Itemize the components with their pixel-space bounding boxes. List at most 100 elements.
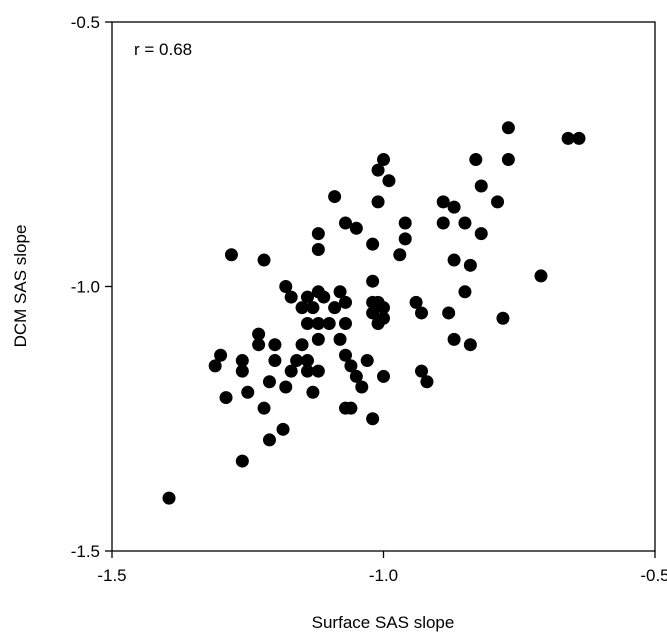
scatter-point (501, 121, 515, 135)
scatter-point (409, 295, 423, 309)
y-tick-label: -0.5 (71, 13, 100, 32)
scatter-point (496, 311, 510, 325)
data-points (162, 121, 586, 505)
scatter-point (311, 364, 325, 378)
scatter-point (295, 301, 309, 315)
correlation-annotation: r = 0.68 (134, 40, 192, 59)
scatter-point (366, 237, 380, 251)
scatter-point (322, 317, 336, 331)
x-tick-label: -1.5 (97, 566, 126, 585)
scatter-point (300, 317, 314, 331)
scatter-point (442, 306, 456, 320)
scatter-point (300, 364, 314, 378)
scatter-point (371, 163, 385, 177)
scatter-point (420, 375, 434, 389)
scatter-point (306, 301, 320, 315)
x-axis-label: Surface SAS slope (312, 613, 455, 632)
scatter-point (252, 327, 266, 341)
scatter-point (344, 401, 358, 415)
scatter-point (458, 216, 472, 230)
scatter-point (366, 306, 380, 320)
scatter-point (162, 491, 176, 505)
scatter-point (463, 338, 477, 352)
scatter-point (235, 364, 249, 378)
scatter-point (235, 454, 249, 468)
scatter-point (328, 301, 342, 315)
scatter-point (311, 317, 325, 331)
x-tick-label: -0.5 (640, 566, 667, 585)
scatter-point (284, 364, 298, 378)
x-axis-ticks: -1.5 -1.0 -0.5 (97, 551, 667, 585)
scatter-point (398, 216, 412, 230)
scatter-point (436, 216, 450, 230)
scatter-point (219, 391, 233, 405)
scatter-point (224, 248, 238, 262)
scatter-point (333, 285, 347, 299)
scatter-point (311, 242, 325, 256)
scatter-point (447, 200, 461, 214)
scatter-point (279, 280, 293, 293)
scatter-point (338, 216, 352, 230)
scatter-point (311, 227, 325, 241)
scatter-point (317, 290, 331, 304)
scatter-point (241, 385, 255, 399)
scatter-point (333, 332, 347, 346)
scatter-point (279, 380, 293, 394)
scatter-point (491, 195, 505, 209)
scatter-point (276, 422, 290, 436)
scatter-point (208, 359, 222, 373)
scatter-point (338, 295, 352, 309)
scatter-point (377, 311, 390, 325)
y-tick-label: -1.5 (71, 542, 100, 561)
scatter-point (377, 369, 390, 383)
scatter-point (349, 221, 363, 235)
scatter-point (447, 253, 461, 267)
scatter-point (561, 131, 575, 145)
scatter-point (262, 375, 276, 389)
scatter-point (295, 338, 309, 352)
scatter-point (360, 354, 374, 368)
scatter-point (300, 354, 314, 368)
scatter-point (366, 412, 380, 426)
plot-frame (111, 21, 656, 552)
scatter-point (235, 354, 249, 368)
scatter-point (349, 369, 363, 383)
scatter-point (463, 258, 477, 272)
scatter-point (415, 306, 429, 320)
scatter-point (344, 359, 358, 373)
scatter-point (501, 153, 515, 167)
scatter-point (300, 290, 314, 304)
scatter-point (415, 364, 429, 378)
scatter-point (311, 332, 325, 346)
scatter-point (474, 179, 488, 193)
scatter-point (534, 269, 548, 283)
scatter-point (306, 385, 320, 399)
scatter-point (572, 131, 586, 145)
y-axis-label: DCM SAS slope (11, 225, 30, 348)
scatter-point (252, 338, 266, 352)
scatter-point (447, 332, 461, 346)
scatter-point (338, 317, 352, 331)
scatter-point (469, 153, 483, 167)
scatter-point (393, 248, 407, 262)
scatter-point (398, 232, 412, 246)
scatter-point (338, 348, 352, 362)
scatter-point (257, 253, 271, 267)
scatter-point (458, 285, 472, 299)
scatter-point (371, 195, 385, 209)
scatter-point (382, 174, 396, 188)
scatter-point (268, 338, 282, 352)
scatter-point (257, 401, 271, 415)
scatter-point (290, 354, 304, 368)
y-tick-label: -1.0 (71, 278, 100, 297)
scatter-point (214, 348, 228, 362)
scatter-point (328, 190, 342, 204)
scatter-point (371, 295, 385, 309)
scatter-point (366, 274, 380, 288)
y-axis-ticks: -1.5 -1.0 -0.5 (71, 13, 112, 561)
scatter-point (474, 227, 488, 241)
scatter-point (262, 433, 276, 447)
scatter-point (284, 290, 298, 304)
scatter-point (268, 354, 282, 368)
